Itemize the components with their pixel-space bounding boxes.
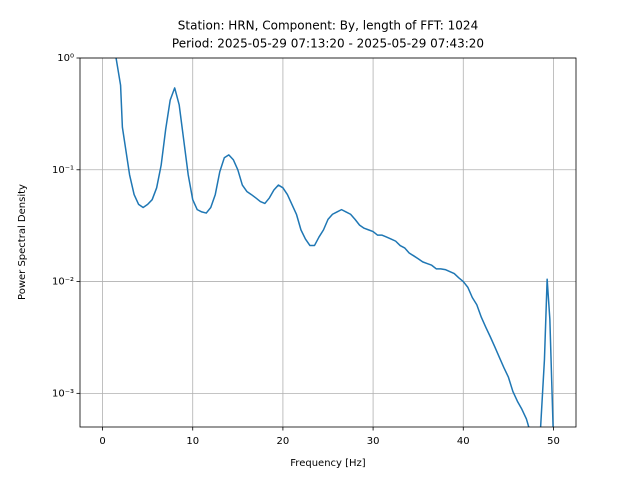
plot-frame <box>79 57 577 428</box>
y-tick-label: 10⁻² <box>52 277 74 288</box>
y-tick-label: 10⁻¹ <box>52 165 74 176</box>
x-tick-label: 0 <box>99 436 105 447</box>
chart-title: Station: HRN, Component: By, length of F… <box>178 19 478 33</box>
x-tick-label: 30 <box>367 436 380 447</box>
x-tick-label: 20 <box>277 436 290 447</box>
y-tick-label: 10⁻³ <box>52 388 74 399</box>
chart-subtitle: Period: 2025-05-29 07:13:20 - 2025-05-29… <box>172 37 484 51</box>
x-axis-label: Frequency [Hz] <box>290 458 366 469</box>
x-tick-label: 50 <box>547 436 560 447</box>
x-tick-label: 10 <box>186 436 199 447</box>
y-tick-label: 10⁰ <box>57 53 74 64</box>
x-tick-label: 40 <box>457 436 470 447</box>
y-axis-label: Power Spectral Density <box>17 184 28 300</box>
psd-line <box>115 58 554 427</box>
